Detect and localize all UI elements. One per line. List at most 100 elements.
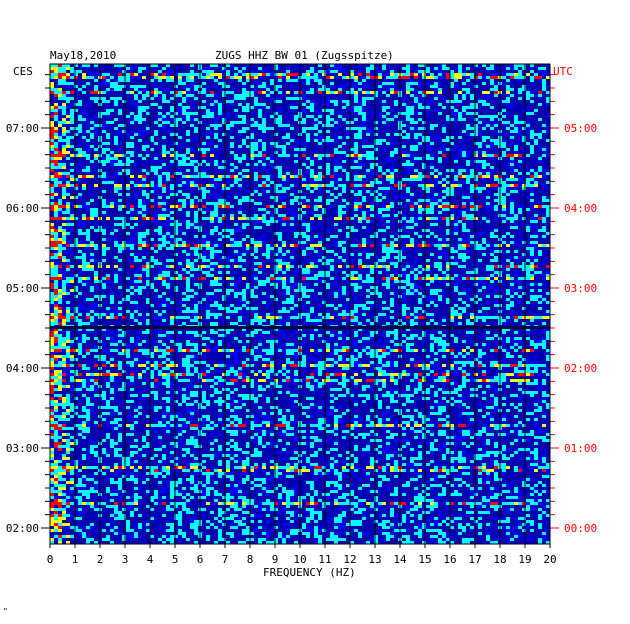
heatmap-cell bbox=[246, 310, 250, 313]
heatmap-cell bbox=[430, 124, 434, 127]
heatmap-cell bbox=[50, 193, 54, 196]
heatmap-cell bbox=[218, 256, 222, 259]
heatmap-cell bbox=[354, 205, 358, 208]
heatmap-cell bbox=[114, 64, 118, 67]
heatmap-cell bbox=[278, 280, 282, 283]
heatmap-cell bbox=[78, 280, 82, 283]
heatmap-cell bbox=[78, 124, 82, 127]
heatmap-cell bbox=[482, 217, 486, 220]
heatmap-cell bbox=[338, 178, 342, 181]
heatmap-cell bbox=[334, 217, 338, 220]
heatmap-cell bbox=[170, 109, 174, 112]
heatmap-cell bbox=[434, 217, 438, 220]
heatmap-cell bbox=[254, 262, 258, 265]
heatmap-cell bbox=[126, 133, 130, 136]
heatmap-cell bbox=[490, 253, 494, 256]
heatmap-cell bbox=[258, 142, 262, 145]
heatmap-cell bbox=[530, 247, 534, 250]
heatmap-cell bbox=[446, 139, 450, 142]
heatmap-cell bbox=[194, 295, 198, 298]
heatmap-cell bbox=[502, 190, 506, 193]
heatmap-cell bbox=[234, 250, 238, 253]
heatmap-cell bbox=[274, 145, 278, 148]
heatmap-cell bbox=[114, 217, 118, 220]
heatmap-cell bbox=[538, 250, 542, 253]
heatmap-cell bbox=[94, 277, 98, 280]
heatmap-cell bbox=[486, 247, 490, 250]
heatmap-cell bbox=[342, 136, 346, 139]
heatmap-cell bbox=[158, 304, 162, 307]
heatmap-cell bbox=[462, 289, 466, 292]
heatmap-cell bbox=[410, 148, 414, 151]
heatmap-cell bbox=[522, 184, 526, 187]
heatmap-cell bbox=[50, 259, 54, 262]
heatmap-cell bbox=[310, 262, 314, 265]
heatmap-cell bbox=[202, 187, 206, 190]
heatmap-cell bbox=[318, 121, 322, 124]
heatmap-cell bbox=[62, 130, 66, 133]
heatmap-cell bbox=[166, 256, 170, 259]
heatmap-cell bbox=[478, 145, 482, 148]
heatmap-cell bbox=[510, 67, 514, 70]
heatmap-cell bbox=[58, 94, 62, 97]
heatmap-cell bbox=[170, 97, 174, 100]
heatmap-cell bbox=[94, 259, 98, 262]
heatmap-cell bbox=[338, 211, 342, 214]
heatmap-cell bbox=[478, 175, 482, 178]
heatmap-cell bbox=[318, 259, 322, 262]
heatmap-cell bbox=[406, 169, 410, 172]
heatmap-cell bbox=[318, 241, 322, 244]
heatmap-cell bbox=[454, 277, 458, 280]
heatmap-cell bbox=[510, 304, 514, 307]
heatmap-cell bbox=[546, 85, 550, 88]
heatmap-cell bbox=[126, 115, 130, 118]
heatmap-cell bbox=[518, 70, 522, 73]
heatmap-cell bbox=[454, 172, 458, 175]
heatmap-cell bbox=[50, 238, 54, 241]
heatmap-cell bbox=[362, 154, 366, 157]
heatmap-cell bbox=[86, 208, 90, 211]
heatmap-cell bbox=[514, 250, 518, 253]
heatmap-cell bbox=[58, 166, 62, 169]
heatmap-cell bbox=[474, 262, 478, 265]
heatmap-cell bbox=[202, 241, 206, 244]
heatmap-cell bbox=[162, 94, 166, 97]
heatmap-cell bbox=[226, 181, 230, 184]
heatmap-cell bbox=[530, 190, 534, 193]
heatmap-cell bbox=[526, 208, 530, 211]
heatmap-cell bbox=[154, 163, 158, 166]
heatmap-cell bbox=[110, 82, 114, 85]
heatmap-cell bbox=[282, 223, 286, 226]
heatmap-cell bbox=[462, 169, 466, 172]
heatmap-cell bbox=[114, 133, 118, 136]
heatmap-cell bbox=[474, 247, 478, 250]
heatmap-cell bbox=[246, 196, 250, 199]
heatmap-cell bbox=[78, 70, 82, 73]
heatmap-cell bbox=[58, 196, 62, 199]
heatmap-cell bbox=[262, 70, 266, 73]
heatmap-cell bbox=[226, 256, 230, 259]
heatmap-cell bbox=[54, 292, 58, 295]
heatmap-cell bbox=[266, 163, 270, 166]
heatmap-cell bbox=[502, 139, 506, 142]
heatmap-cell bbox=[350, 274, 354, 277]
heatmap-cell bbox=[534, 259, 538, 262]
heatmap-cell bbox=[494, 205, 498, 208]
heatmap-cell bbox=[406, 226, 410, 229]
heatmap-cell bbox=[202, 259, 206, 262]
heatmap-cell bbox=[418, 100, 422, 103]
heatmap-cell bbox=[274, 88, 278, 91]
heatmap-cell bbox=[382, 115, 386, 118]
heatmap-cell bbox=[322, 316, 326, 319]
heatmap-cell bbox=[334, 244, 338, 247]
heatmap-cell bbox=[126, 211, 130, 214]
heatmap-cell bbox=[322, 217, 326, 220]
heatmap-cell bbox=[366, 97, 370, 100]
heatmap-cell bbox=[250, 166, 254, 169]
heatmap-cell bbox=[362, 79, 366, 82]
heatmap-cell bbox=[190, 226, 194, 229]
heatmap-cell bbox=[242, 268, 246, 271]
heatmap-cell bbox=[106, 286, 110, 289]
heatmap-cell bbox=[362, 97, 366, 100]
heatmap-cell bbox=[206, 142, 210, 145]
